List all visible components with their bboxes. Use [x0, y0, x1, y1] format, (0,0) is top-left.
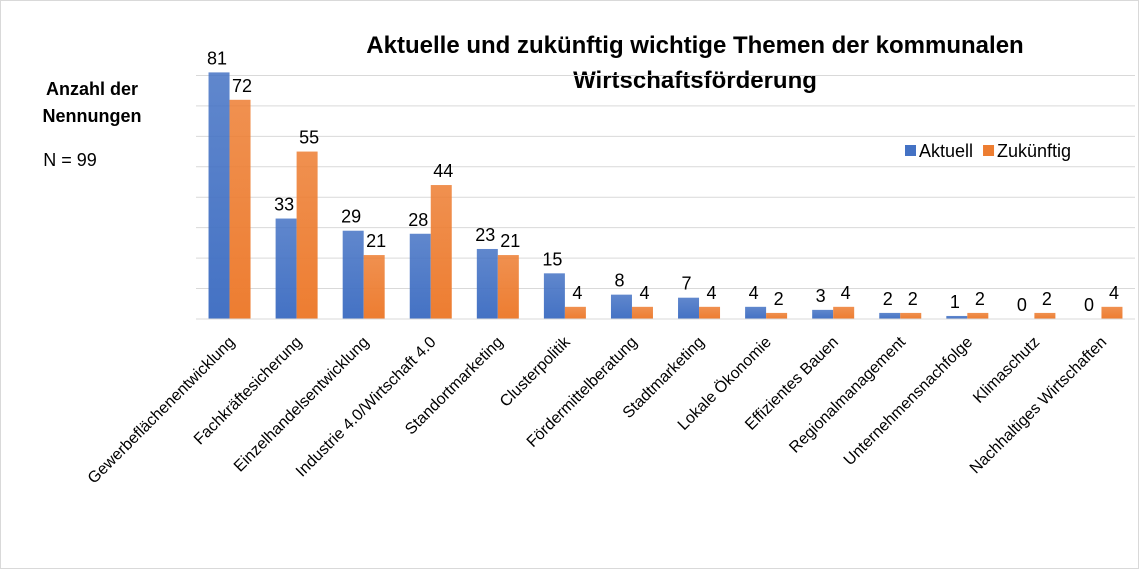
data-label: 2 — [774, 289, 784, 309]
bar — [745, 306, 767, 319]
bar — [699, 306, 721, 319]
bar — [497, 255, 519, 319]
bar — [476, 248, 498, 319]
data-label: 28 — [408, 210, 428, 230]
data-label: 4 — [841, 283, 851, 303]
bar — [610, 294, 632, 319]
data-label: 8 — [614, 271, 624, 291]
bar — [363, 255, 385, 319]
bar — [946, 315, 968, 319]
data-label: 4 — [572, 283, 582, 303]
bar — [1034, 312, 1056, 319]
data-label: 7 — [682, 274, 692, 294]
data-label: 21 — [500, 231, 520, 251]
data-label: 4 — [639, 283, 649, 303]
data-label: 29 — [341, 207, 361, 227]
bar — [678, 297, 700, 319]
y-axis-label: Anzahl der — [46, 79, 138, 99]
data-label: 4 — [707, 283, 717, 303]
data-label: 33 — [274, 195, 294, 215]
bar — [543, 273, 565, 319]
bar — [275, 218, 297, 319]
bar — [229, 99, 251, 319]
data-label: 55 — [299, 128, 319, 148]
data-label: 44 — [433, 161, 453, 181]
data-label: 1 — [950, 292, 960, 312]
data-label: 4 — [749, 283, 759, 303]
bar — [879, 312, 901, 319]
data-label: 72 — [232, 76, 252, 96]
bar — [812, 309, 834, 319]
bar — [900, 312, 922, 319]
bar — [631, 306, 653, 319]
data-label: 4 — [1109, 283, 1119, 303]
bar — [766, 312, 788, 319]
bar — [967, 312, 989, 319]
data-label: 21 — [366, 231, 386, 251]
data-label: 2 — [1042, 289, 1052, 309]
bar — [430, 185, 452, 319]
data-label: 3 — [816, 286, 826, 306]
legend-label: Zukünftig — [997, 141, 1071, 161]
bar — [208, 72, 230, 320]
annotation: N = 99 — [43, 150, 97, 170]
legend-swatch — [983, 145, 995, 156]
data-label: 2 — [908, 289, 918, 309]
legend-label: Aktuell — [919, 141, 973, 161]
legend-swatch — [905, 145, 916, 156]
data-label: 23 — [475, 225, 495, 245]
chart-title: Aktuelle und zukünftig wichtige Themen d… — [366, 32, 1023, 59]
bar — [409, 233, 431, 319]
bar — [564, 306, 586, 319]
data-label: 81 — [207, 48, 227, 68]
data-label: 2 — [975, 289, 985, 309]
bar — [833, 306, 855, 319]
bar — [296, 151, 318, 319]
chart-title: Wirtschaftsförderung — [573, 67, 817, 94]
bar — [1101, 306, 1123, 319]
data-label: 0 — [1084, 295, 1094, 315]
data-label: 2 — [883, 289, 893, 309]
data-label: 0 — [1017, 295, 1027, 315]
data-label: 15 — [542, 249, 562, 269]
y-axis-label: Nennungen — [43, 106, 142, 126]
bar — [342, 230, 364, 319]
